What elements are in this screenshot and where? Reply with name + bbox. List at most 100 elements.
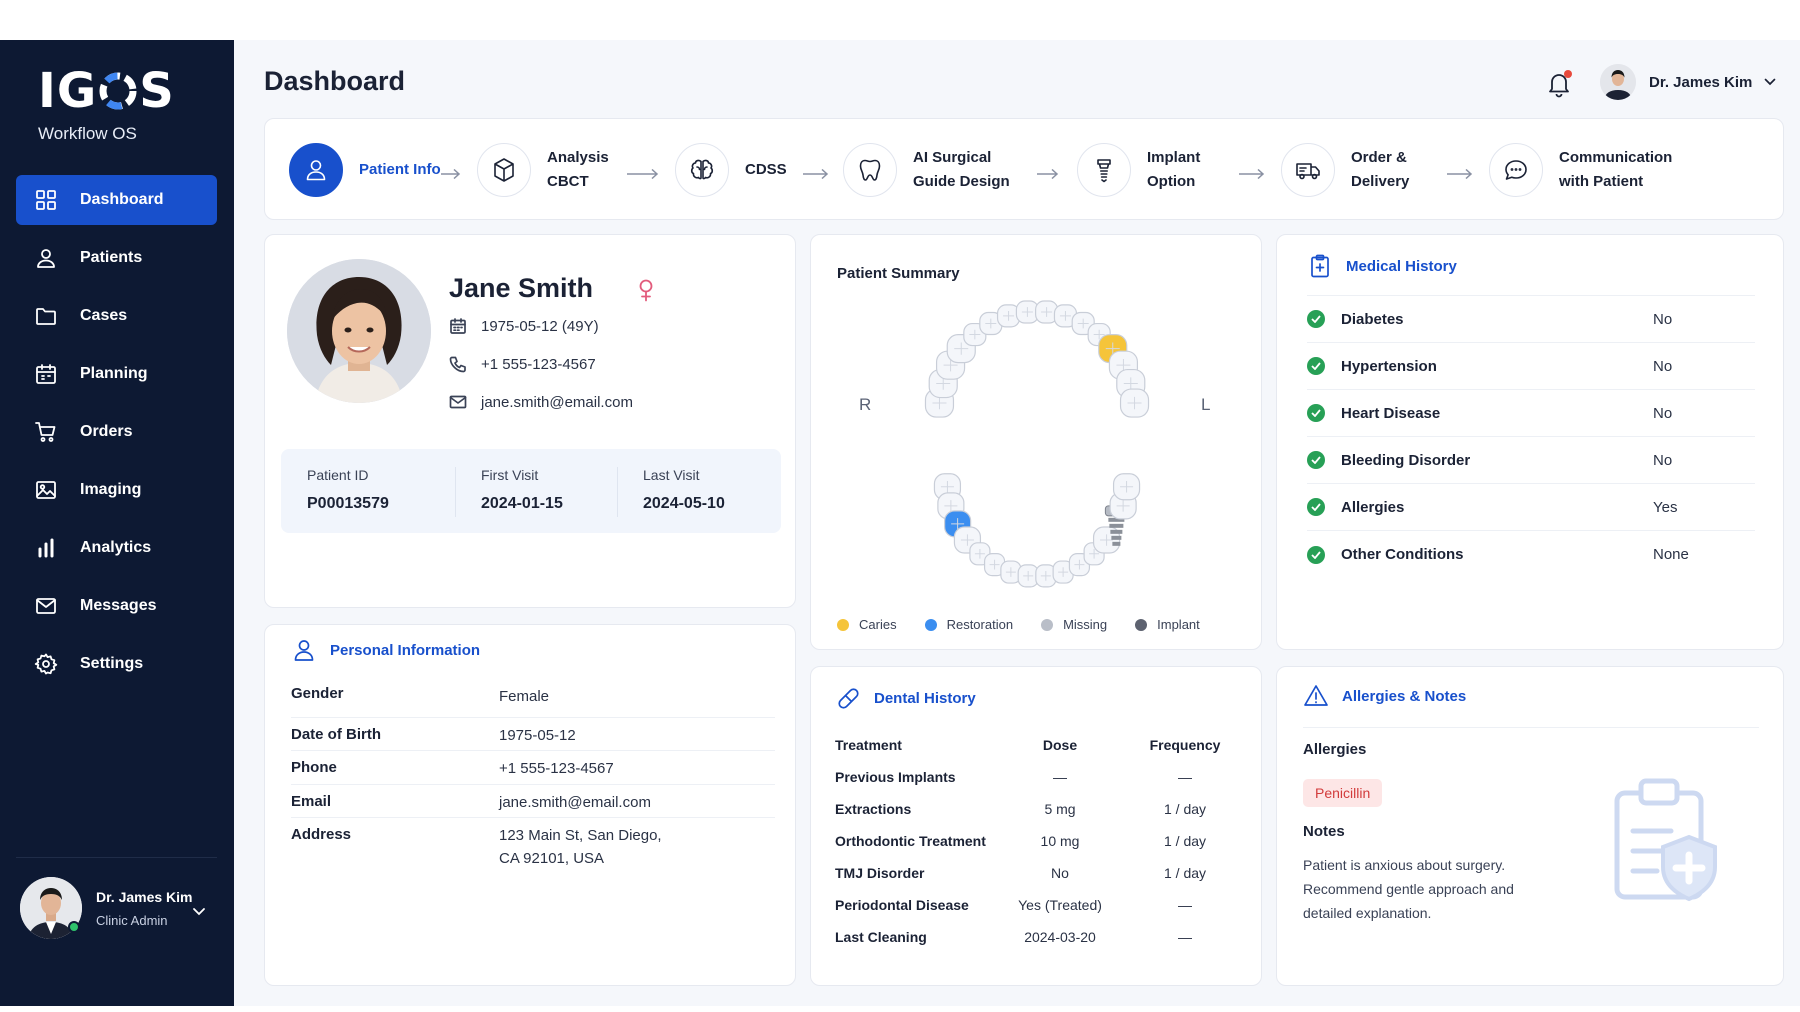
sidebar-item-messages[interactable]: Messages — [16, 581, 217, 631]
patient-dob-text: 1975-05-12 (49Y) — [481, 317, 599, 335]
allergies-notes-header: Allergies & Notes — [1303, 683, 1466, 709]
legend-restoration: Restoration — [924, 617, 1014, 632]
condition-row-other-conditions: Other Conditions None — [1307, 531, 1755, 578]
step-patient-info[interactable]: Patient Info — [289, 119, 441, 221]
step-implant-option[interactable]: Implant Option — [1077, 119, 1200, 221]
step-cdss[interactable]: CDSS — [675, 119, 787, 221]
logo-letters-left: IG — [38, 63, 98, 119]
sidebar-item-label: Patients — [80, 249, 143, 266]
step-label: AI Surgical Guide Design — [913, 146, 1010, 194]
patient-id-value: P00013579 — [307, 495, 389, 512]
tooth[interactable] — [1035, 300, 1059, 324]
user-icon — [34, 246, 58, 270]
bell-icon[interactable] — [1546, 70, 1572, 98]
sidebar-item-dashboard[interactable]: Dashboard — [16, 175, 217, 225]
main-content: Dashboard Dr. James Kim Patient Info — [234, 40, 1800, 1006]
step-label-line1: AI Surgical — [913, 149, 992, 166]
header-user-name: Dr. James Kim — [1649, 73, 1753, 91]
dental-chart[interactable] — [811, 265, 1263, 625]
divider — [1303, 727, 1759, 728]
sidebar-item-planning[interactable]: Planning — [16, 349, 217, 399]
dental-history-header: Dental History — [835, 685, 976, 711]
arrow-right-icon — [1037, 169, 1059, 179]
condition-name: Heart Disease — [1341, 404, 1441, 422]
tooth[interactable] — [1119, 388, 1150, 418]
info-row-gender: Gender Female — [291, 685, 775, 718]
tooth[interactable] — [1052, 560, 1074, 584]
step-label: CDSS — [745, 158, 787, 182]
condition-name: Allergies — [1341, 498, 1405, 516]
step-label: Patient Info — [359, 158, 441, 182]
check-icon — [1307, 451, 1325, 469]
patient-summary-card: Patient Summary R L Caries Restoration M… — [810, 234, 1262, 650]
legend-missing: Missing — [1041, 617, 1107, 632]
condition-row-hypertension: Hypertension No — [1307, 343, 1755, 390]
tooth[interactable] — [1017, 564, 1039, 588]
notification-dot — [1564, 70, 1572, 78]
sidebar-item-patients[interactable]: Patients — [16, 233, 217, 283]
user-icon — [294, 640, 314, 661]
treatment-cell: Periodontal Disease — [835, 897, 969, 913]
sidebar-item-settings[interactable]: Settings — [16, 639, 217, 689]
divider — [1307, 295, 1755, 296]
info-key: Gender — [291, 685, 344, 702]
logo-letters-right: S — [139, 63, 175, 119]
sidebar-item-orders[interactable]: Orders — [16, 407, 217, 457]
step-label-line1: Implant — [1147, 149, 1201, 166]
legend-swatch — [924, 618, 937, 631]
section-title: Medical History — [1346, 257, 1457, 275]
info-key: Email — [291, 793, 332, 810]
treatment-cell: Extractions — [835, 801, 912, 817]
step-label: Communication with Patient — [1559, 146, 1672, 194]
step-ai-surgical-guide-design[interactable]: AI Surgical Guide Design — [843, 119, 1010, 221]
step-communication-with-patient[interactable]: Communication with Patient — [1489, 119, 1672, 221]
frequency-cell: 1 / day — [1163, 801, 1207, 817]
sidebar-user-card[interactable]: Dr. James Kim Clinic Admin — [20, 873, 220, 943]
mail-icon — [449, 393, 467, 411]
sidebar-item-imaging[interactable]: Imaging — [16, 465, 217, 515]
gear-icon — [34, 652, 58, 676]
legend-label: Restoration — [946, 617, 1014, 632]
section-title: Allergies & Notes — [1342, 687, 1467, 705]
personal-information-header: Personal Information — [291, 637, 480, 663]
allergies-label: Allergies — [1303, 741, 1367, 758]
tooth[interactable] — [1000, 560, 1022, 584]
info-value: 123 Main St, San Diego, — [499, 827, 662, 844]
tooth-icon — [843, 143, 897, 197]
logo-o-icon — [98, 71, 138, 111]
tooth[interactable] — [1112, 473, 1141, 501]
mail-icon — [34, 594, 58, 618]
step-label-line1: Patient Info — [359, 161, 441, 178]
info-row-dob: Date of Birth 1975-05-12 — [291, 718, 775, 751]
step-label-line2: Delivery — [1351, 173, 1410, 190]
dose-cell: 5 mg — [1044, 801, 1076, 817]
arrow-right-icon — [1447, 169, 1473, 179]
sidebar-item-label: Messages — [80, 597, 157, 614]
user-menu[interactable]: Dr. James Kim — [1600, 64, 1776, 100]
arrow-right-icon — [627, 169, 659, 179]
frequency-cell: — — [1178, 929, 1192, 945]
sidebar-item-analytics[interactable]: Analytics — [16, 523, 217, 573]
sidebar-nav: Dashboard Patients Cases Planning Orders… — [16, 175, 217, 697]
chart-legend: Caries Restoration Missing Implant — [837, 617, 1228, 632]
patient-phone: +1 555-123-4567 — [449, 355, 596, 373]
step-label-line2: CBCT — [547, 173, 589, 190]
chevron-down-icon[interactable] — [192, 907, 206, 917]
legend-swatch — [1135, 618, 1148, 631]
legend-label: Caries — [859, 617, 897, 632]
condition-row-allergies: Allergies Yes — [1307, 484, 1755, 531]
sidebar-item-cases[interactable]: Cases — [16, 291, 217, 341]
check-icon — [1307, 498, 1325, 516]
info-value: 1975-05-12 — [499, 727, 576, 744]
grid-icon — [34, 188, 58, 212]
step-analysis-cbct[interactable]: Analysis CBCT — [477, 119, 609, 221]
treatment-cell: Previous Implants — [835, 769, 956, 785]
image-icon — [34, 478, 58, 502]
patient-email-text[interactable]: jane.smith@email.com — [481, 393, 633, 411]
condition-value: No — [1653, 357, 1673, 375]
medical-history-header: Medical History — [1307, 253, 1457, 279]
left-side-label: L — [1201, 395, 1211, 414]
brand-logo[interactable]: IG S Workflow OS — [38, 66, 218, 144]
step-order-delivery[interactable]: Order & Delivery — [1281, 119, 1409, 221]
online-status-dot — [68, 921, 80, 933]
